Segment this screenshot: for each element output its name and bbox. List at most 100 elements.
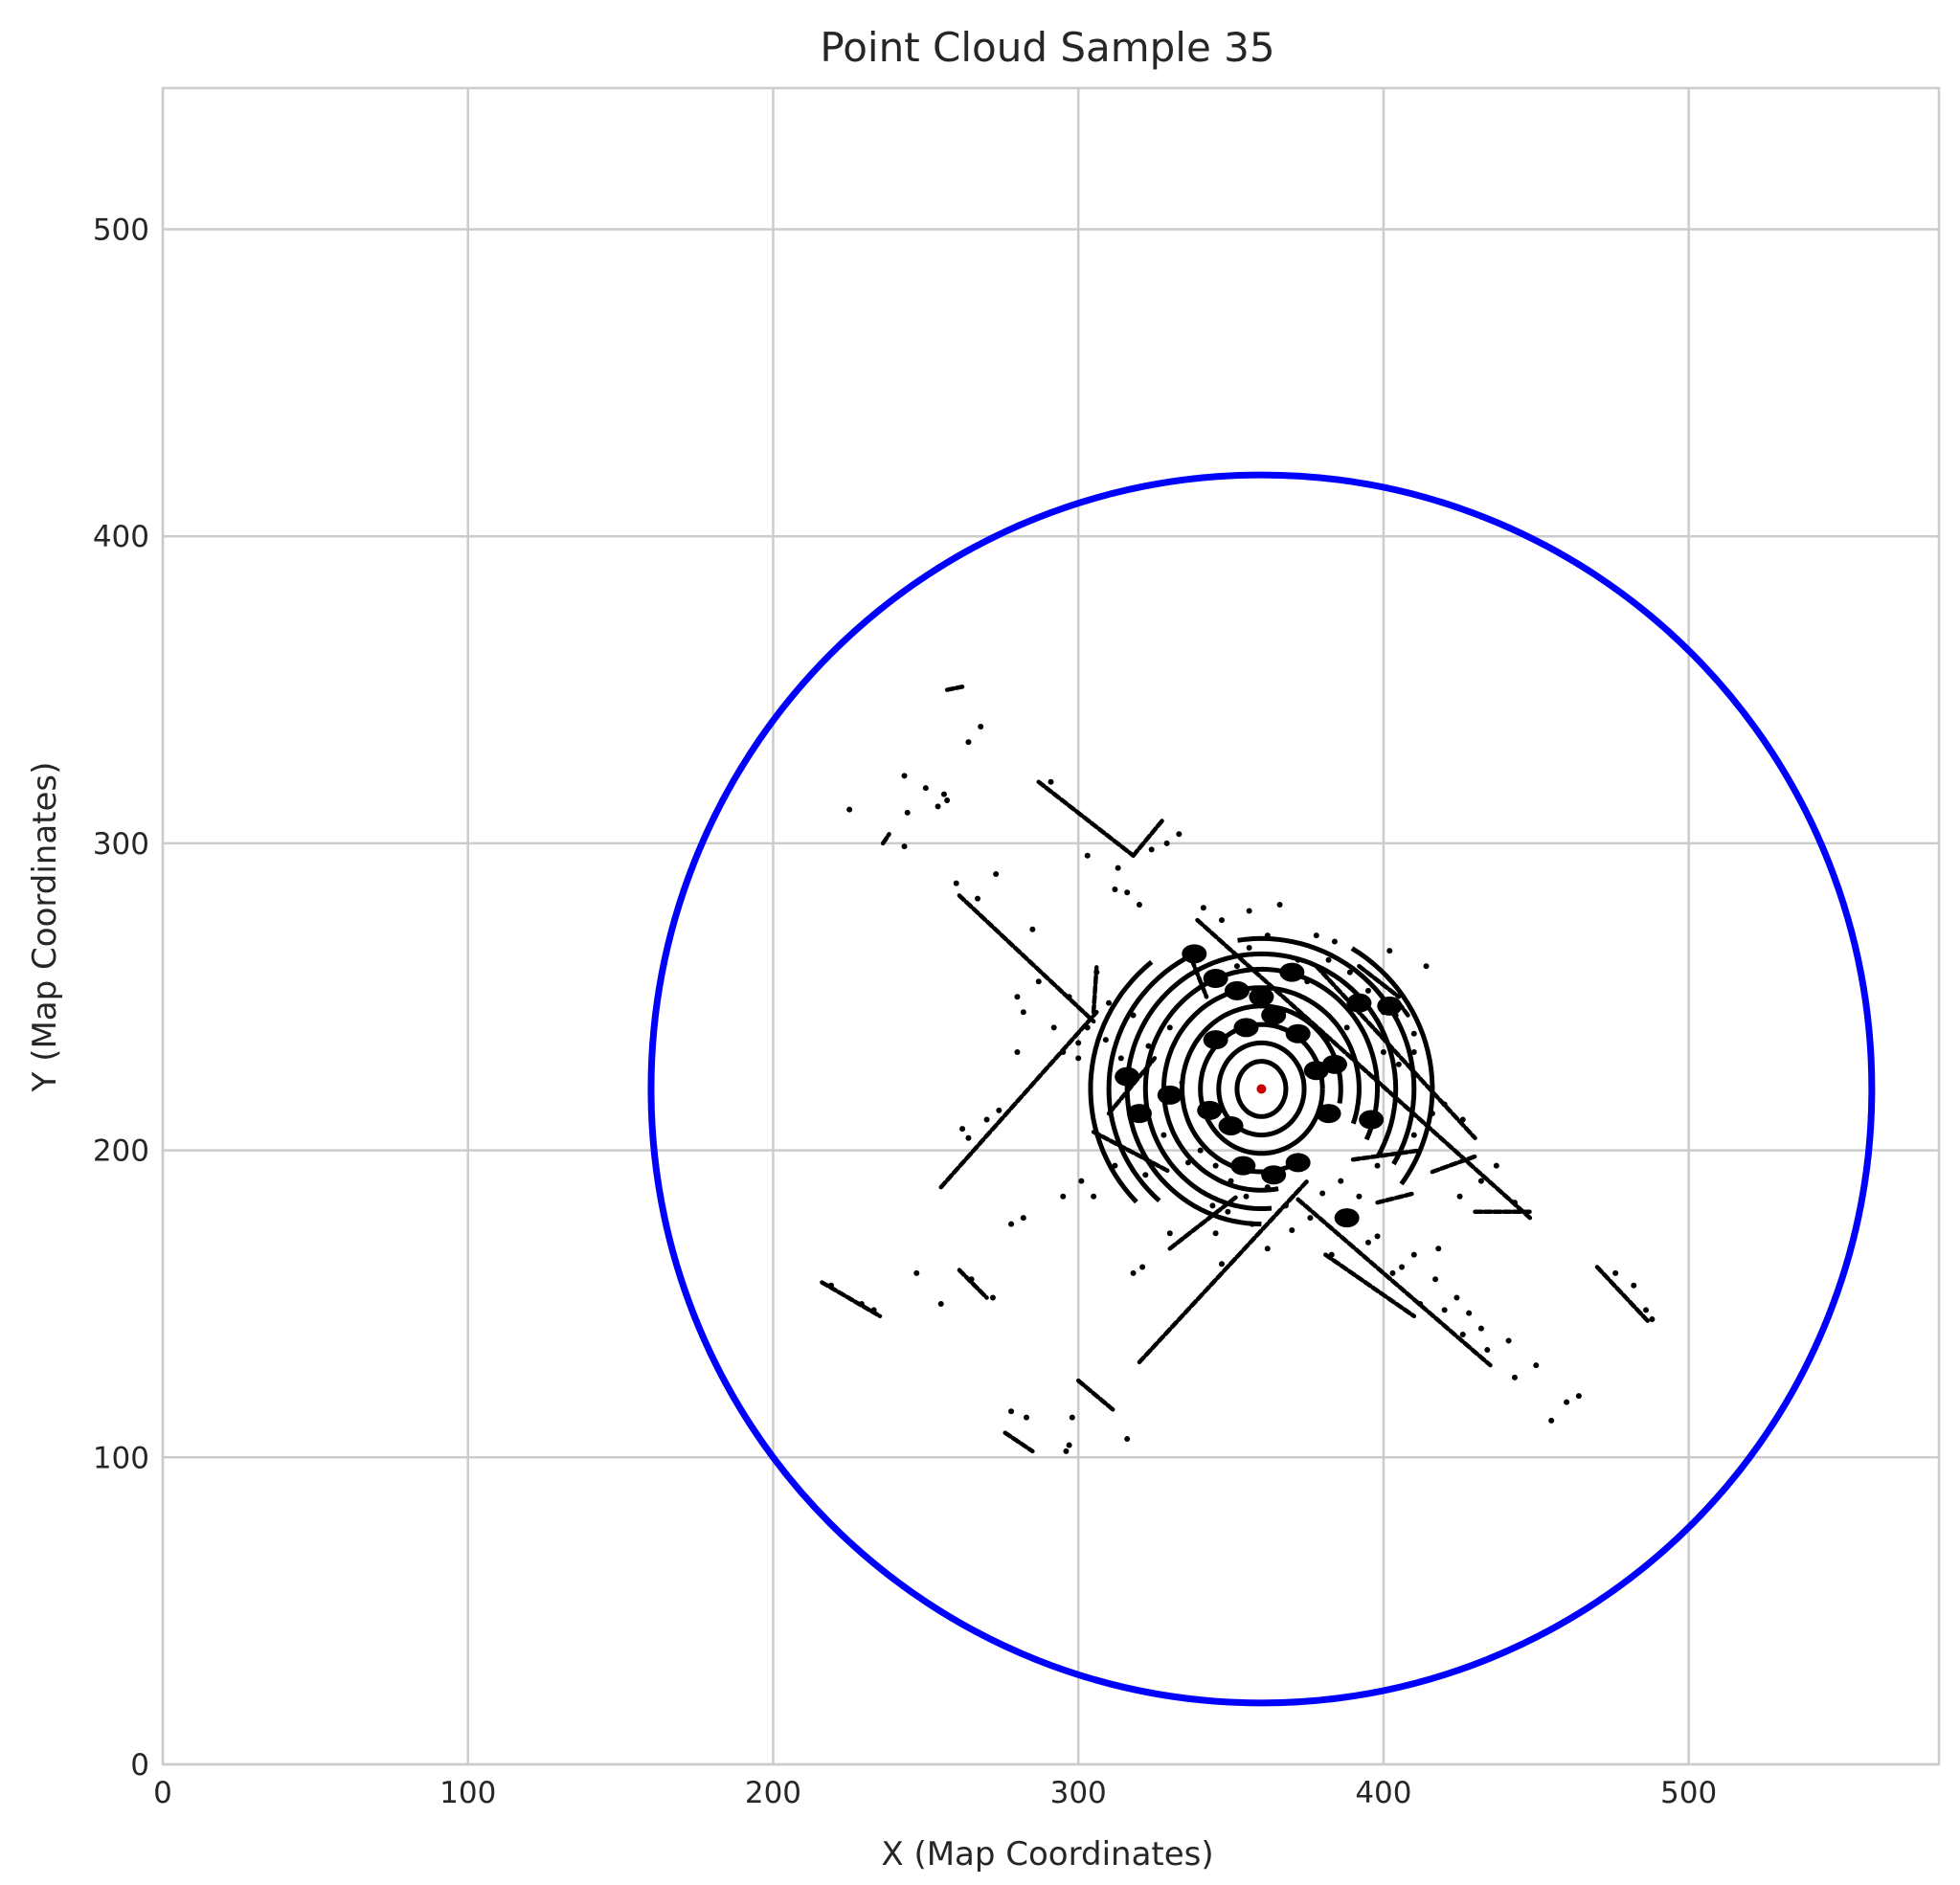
scatter-point xyxy=(828,1282,835,1289)
ring-arc xyxy=(1106,956,1186,1203)
scatter-point xyxy=(1124,889,1131,896)
scatter-point xyxy=(1484,1347,1491,1354)
point-line-segment xyxy=(1357,963,1402,999)
scatter-point xyxy=(1166,1024,1173,1031)
point-cluster xyxy=(1359,1110,1385,1130)
x-tick-label: 400 xyxy=(1355,1776,1411,1810)
plot-frame xyxy=(161,86,1941,1766)
scatter-point xyxy=(846,806,853,813)
scatter-point xyxy=(1117,1055,1124,1062)
scatter-point xyxy=(1066,994,1072,1000)
scatter-point xyxy=(989,1294,996,1301)
scatter-point xyxy=(1395,1061,1402,1067)
scatter-point xyxy=(1179,1080,1185,1087)
scatter-point xyxy=(1533,1362,1540,1369)
scatter-point xyxy=(1069,1414,1075,1421)
scatter-point xyxy=(1649,1315,1656,1322)
scatter-point xyxy=(1124,1436,1131,1443)
scatter-point xyxy=(904,809,911,816)
scatter-point xyxy=(1166,1230,1173,1237)
x-tick-label: 0 xyxy=(153,1776,172,1810)
scatter-point xyxy=(1063,1447,1070,1454)
scatter-point xyxy=(1163,840,1170,846)
scatter-point xyxy=(1441,1101,1448,1108)
scatter-point xyxy=(1432,1276,1439,1283)
point-cluster xyxy=(1261,1165,1287,1185)
scatter-point xyxy=(1289,1226,1295,1233)
scatter-point xyxy=(870,1307,877,1313)
scatter-point xyxy=(1410,1048,1417,1055)
point-cluster xyxy=(1279,962,1305,982)
scatter-point xyxy=(1212,1230,1219,1237)
scatter-point xyxy=(1184,1159,1191,1166)
point-line-segment xyxy=(957,893,1096,1024)
scatter-point xyxy=(1511,1374,1518,1380)
scatter-point xyxy=(1078,1178,1085,1184)
scatter-point xyxy=(1399,1264,1406,1270)
scatter-point xyxy=(996,1107,1003,1113)
scatter-point xyxy=(1548,1417,1555,1424)
ring-arc xyxy=(1088,959,1154,1204)
point-line-segment xyxy=(938,1010,1099,1190)
scatter-point xyxy=(1218,917,1225,924)
scatter-point xyxy=(978,724,984,730)
scatter-point xyxy=(1429,1111,1435,1117)
scatter-point xyxy=(1197,1147,1204,1154)
scatter-point xyxy=(1218,1261,1225,1268)
point-line-segment xyxy=(1137,1178,1310,1365)
point-cluster xyxy=(1249,987,1274,1007)
scatter-point xyxy=(1142,1172,1149,1178)
scatter-point xyxy=(965,739,972,746)
scatter-point xyxy=(1029,926,1036,932)
scatter-point xyxy=(1389,1269,1396,1276)
scatter-point xyxy=(922,785,929,792)
x-tick-label: 200 xyxy=(745,1776,801,1810)
scatter-point xyxy=(1505,1337,1512,1344)
scatter-point xyxy=(1212,1162,1219,1169)
scatter-point xyxy=(1282,1202,1289,1209)
y-tick-label: 300 xyxy=(93,827,149,862)
scatter-point xyxy=(1243,1193,1250,1200)
scatter-point xyxy=(944,797,951,804)
point-line-segment xyxy=(957,1268,989,1300)
point-cluster xyxy=(1230,1156,1256,1176)
scatter-point xyxy=(1338,1178,1344,1184)
grid-lines xyxy=(161,88,1939,1766)
scatter-point xyxy=(1453,1294,1460,1301)
scatter-point xyxy=(1024,1414,1030,1421)
scatter-point xyxy=(1093,969,1100,976)
point-cluster xyxy=(1203,1030,1228,1050)
scatter-point xyxy=(940,791,947,797)
scatter-point xyxy=(901,843,908,850)
scatter-point xyxy=(901,773,908,779)
scatter-point xyxy=(1264,1184,1271,1191)
scatter-point xyxy=(1066,1442,1072,1448)
scatter-point xyxy=(1084,852,1091,859)
scatter-point xyxy=(1112,1162,1118,1169)
point-cluster xyxy=(1126,1104,1152,1124)
point-line-segment xyxy=(1295,1197,1493,1368)
scatter-point xyxy=(1136,902,1142,909)
scatter-point xyxy=(983,1116,990,1123)
scatter-point xyxy=(1564,1399,1570,1405)
scatter-point xyxy=(1075,1040,1082,1046)
point-line-segment xyxy=(1036,779,1136,858)
scatter-point xyxy=(1091,1193,1097,1200)
x-tick-labels: 0 100 200 300 400 500 xyxy=(153,1776,1717,1810)
point-cluster xyxy=(1303,1061,1329,1081)
scatter-point xyxy=(1014,1048,1021,1055)
x-tick-label: 300 xyxy=(1050,1776,1107,1810)
scatter-point xyxy=(1459,1332,1466,1338)
scatter-point xyxy=(913,1269,920,1276)
point-line-segment xyxy=(1323,1252,1417,1319)
scatter-point xyxy=(968,1276,975,1283)
point-line-segment xyxy=(1375,1191,1417,1205)
scatter-point xyxy=(1466,1310,1473,1316)
y-tick-label: 500 xyxy=(93,213,149,248)
scatter-point xyxy=(1020,1009,1026,1016)
scatter-point xyxy=(1048,778,1054,785)
scatter-point xyxy=(1050,1024,1057,1031)
scatter-point xyxy=(1410,1251,1417,1258)
scatter-point xyxy=(1148,846,1155,853)
point-line-segment xyxy=(1430,1154,1477,1175)
